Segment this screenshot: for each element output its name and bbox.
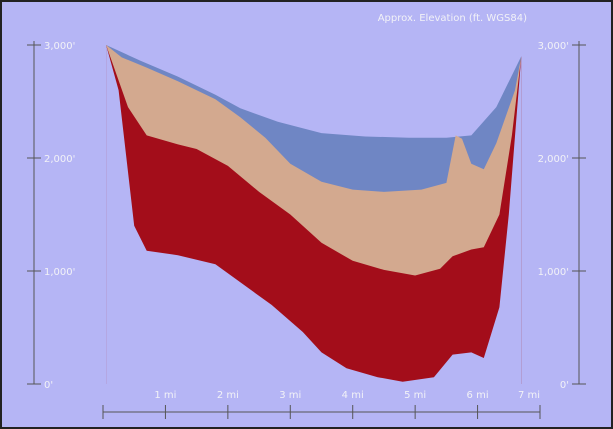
distance-tick-label: 7 mi [518,390,540,401]
right-tick-label: 1,000' [538,267,569,278]
distance-axis: 1 mi 2 mi 3 mi 4 mi 5 mi 6 mi 7 mi [102,390,541,419]
right-tick-label: 3,000' [538,41,569,52]
chart-title: Approx. Elevation (ft. WGS84) [378,13,527,24]
left-tick-label: 0' [44,380,53,391]
left-tick-label: 3,000' [44,41,75,52]
distance-tick-label: 1 mi [154,390,176,401]
left-elevation-axis: 0' 1,000' 2,000' 3,000' [27,41,75,391]
distance-tick-label: 4 mi [342,390,364,401]
right-elevation-axis: 0' 1,000' 2,000' 3,000' [538,41,586,391]
right-tick-label: 2,000' [538,154,569,165]
left-tick-label: 1,000' [44,267,75,278]
right-tick-label: 0' [560,380,569,391]
distance-tick-label: 2 mi [217,390,239,401]
bottom-elevation-layer [106,45,522,384]
distance-tick-label: 5 mi [404,390,426,401]
distance-tick-label: 3 mi [279,390,301,401]
left-tick-label: 2,000' [44,154,75,165]
distance-tick-label: 6 mi [467,390,489,401]
elevation-layers [106,45,522,384]
